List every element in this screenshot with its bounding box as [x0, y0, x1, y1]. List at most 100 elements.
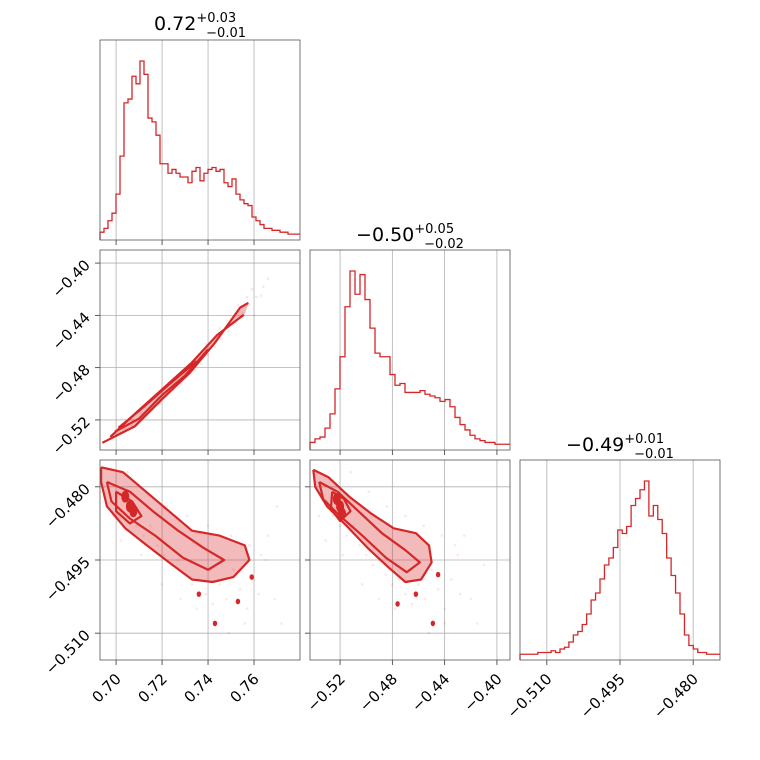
histogram-p1: [309, 270, 510, 450]
sample-point: [404, 592, 407, 596]
sample-point: [142, 534, 146, 538]
sample-point: [162, 553, 166, 557]
sample-point: [227, 329, 231, 333]
sample-point: [341, 553, 345, 557]
title-plus: +0.03: [196, 11, 236, 26]
sample-point: [440, 534, 444, 538]
sample-point: [156, 543, 159, 547]
sample-point: [252, 313, 256, 317]
y-tick-label-p1: −0.48: [49, 361, 94, 406]
sample-point: [422, 524, 426, 528]
sample-point: [243, 622, 247, 625]
contour-line: [105, 480, 226, 571]
sample-point: [266, 534, 270, 538]
sample-point: [236, 303, 240, 307]
sample-point: [377, 597, 381, 601]
sample-point: [371, 563, 375, 567]
sample-point: [360, 582, 364, 586]
sample-point: [204, 592, 208, 596]
axes-frame: [309, 249, 511, 451]
x-tick-label-p1: −0.52: [304, 670, 349, 715]
sample-point: [185, 514, 189, 518]
sample-point: [245, 607, 249, 611]
sample-point: [225, 597, 228, 601]
sample-point: [206, 524, 210, 528]
sample-point: [280, 622, 284, 625]
sample-point: [469, 597, 473, 601]
sample-point: [349, 470, 352, 474]
sample-point: [220, 337, 224, 341]
y-tick-label-p2: −0.495: [42, 553, 94, 605]
contour-peak: [121, 490, 130, 503]
hist-panel-p2: −0.510 −0.495 −0.480: [504, 459, 721, 722]
contour-island: [413, 591, 419, 597]
sample-point: [436, 587, 440, 591]
sample-point: [259, 294, 263, 298]
histogram-p2: [519, 480, 720, 660]
x-tick-label-p1: −0.40: [460, 670, 505, 715]
scatter-panel-p0-p2: 0.70 0.72 0.74 0.76 −0.510 −0.495 −0.480: [42, 459, 301, 706]
sample-point: [250, 287, 254, 291]
sample-point: [254, 295, 258, 299]
sample-point: [149, 524, 152, 528]
sample-point: [204, 342, 208, 346]
title-value: −0.49: [566, 434, 624, 456]
x-tick-label-p0: 0.72: [134, 670, 170, 706]
x-tick-label-p2: −0.495: [577, 670, 629, 722]
sample-point: [238, 587, 242, 591]
sample-point: [427, 631, 431, 635]
title-plus: +0.01: [624, 432, 664, 447]
sample-point: [390, 582, 394, 586]
sample-point: [358, 543, 362, 547]
sample-point: [119, 539, 123, 542]
contour-peak: [338, 507, 347, 520]
sample-point: [259, 553, 263, 557]
sample-point: [126, 470, 129, 474]
y-tick-label-p1: −0.40: [49, 256, 94, 301]
contour-island: [430, 620, 436, 627]
title-minus: −0.01: [634, 447, 674, 462]
sample-point: [345, 534, 349, 538]
contour-line: [115, 490, 143, 525]
hist-panel-p0: [99, 39, 301, 245]
contour-peak: [129, 505, 138, 518]
sample-point: [130, 423, 134, 427]
axes-frame: [99, 249, 301, 451]
sample-point: [231, 568, 235, 572]
title-param-1: −0.50+0.05 −0.02: [356, 222, 464, 252]
sample-point: [227, 631, 231, 635]
title-value: 0.72: [154, 13, 196, 35]
hist-panel-p1: [309, 249, 511, 455]
sample-point: [367, 490, 371, 494]
title-param-0: 0.72+0.03 −0.01: [154, 11, 246, 41]
sample-point: [417, 582, 420, 586]
sample-point: [213, 345, 217, 349]
sample-point: [245, 295, 249, 299]
x-tick-label-p0: 0.76: [226, 670, 262, 706]
title-minus: −0.01: [206, 26, 246, 41]
sample-point: [324, 539, 328, 542]
x-tick-label-p2: −0.510: [504, 670, 556, 722]
sample-point: [139, 553, 143, 557]
sample-point: [275, 504, 279, 508]
scatter-panel-p1-p2: −0.52 −0.48 −0.44 −0.40: [304, 459, 511, 715]
sample-point: [206, 353, 210, 356]
sample-point: [453, 543, 457, 547]
sample-point: [199, 362, 203, 366]
histogram-p0: [99, 60, 300, 240]
y-tick-label-p2: −0.480: [42, 480, 94, 532]
sample-point: [229, 534, 233, 538]
sample-point: [384, 573, 388, 577]
sample-point: [266, 277, 270, 281]
sample-point: [385, 504, 389, 508]
contour-island: [249, 574, 254, 580]
sample-point: [456, 553, 460, 557]
sample-point: [482, 563, 486, 567]
axes-frame: [99, 459, 301, 661]
sample-point: [317, 514, 321, 518]
sample-point: [248, 303, 251, 307]
x-tick-label-p0: 0.74: [180, 670, 216, 706]
sample-point: [393, 607, 397, 611]
sample-point: [338, 524, 342, 528]
